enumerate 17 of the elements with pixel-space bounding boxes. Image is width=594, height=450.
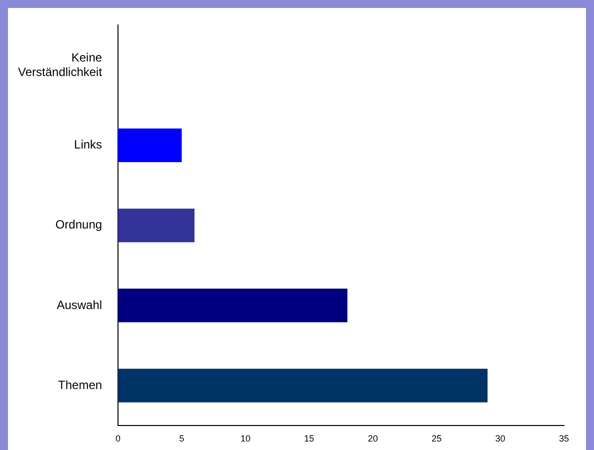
- bar: [118, 368, 488, 402]
- y-tick-label: Themen: [58, 378, 102, 392]
- x-tick-label: 5: [179, 433, 184, 444]
- x-tick-label: 25: [432, 433, 442, 444]
- x-tick-label: 35: [558, 433, 570, 444]
- x-tick-label: 30: [495, 433, 506, 444]
- bar: [118, 208, 194, 242]
- x-tick-label: 15: [304, 433, 314, 444]
- y-tick-label: Ordnung: [55, 218, 102, 232]
- bar: [118, 288, 348, 322]
- x-tick-label: 20: [368, 433, 378, 444]
- x-tick-label: 10: [240, 433, 250, 444]
- y-tick-label: Auswahl: [56, 298, 102, 312]
- y-tick-label: Keine Verständlichkeit: [18, 50, 103, 79]
- y-tick-label: Links: [74, 138, 102, 152]
- bar: [118, 128, 182, 162]
- x-tick-label: 0: [116, 433, 121, 444]
